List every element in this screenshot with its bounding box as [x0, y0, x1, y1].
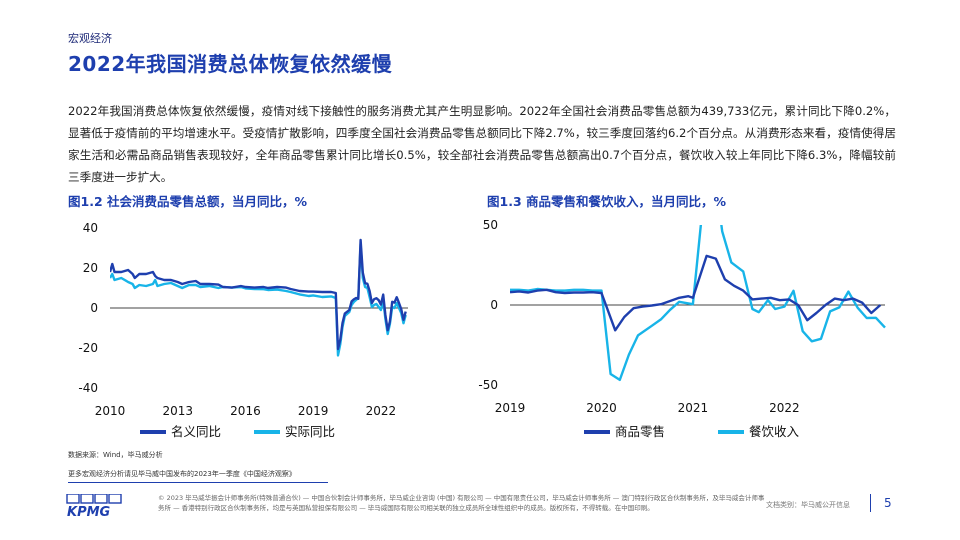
legend-label: 名义同比 — [171, 424, 221, 439]
x-tick-label: 2019 — [298, 404, 329, 418]
legend-label: 餐饮收入 — [749, 424, 800, 439]
y-tick-label: -50 — [478, 378, 498, 392]
kpmg-logo-text: KPMG — [67, 505, 111, 518]
series-line-商品零售 — [510, 254, 882, 332]
body-paragraph: 2022年我国消费总体恢复依然缓慢，疫情对线下接触性的服务消费尤其产生明显影响。… — [68, 104, 896, 184]
page-number-divider — [870, 494, 871, 512]
footer-divider — [68, 482, 328, 483]
x-tick-label: 2010 — [95, 404, 126, 418]
page-title: 2022年我国消费总体恢复依然缓慢 — [68, 52, 393, 76]
more-analysis-link[interactable]: 更多宏观经济分析请见毕马威中国发布的2023年一季度《中国经济观察》 — [68, 470, 296, 478]
legal-notice: © 2023 毕马威华振会计师事务所(特殊普通合伙) — 中国合伙制会计师事务所… — [158, 494, 765, 512]
series-line-实际同比 — [110, 242, 407, 357]
x-tick-label: 2020 — [586, 401, 617, 415]
x-tick-label: 2022 — [769, 401, 800, 415]
kpmg-logo: KPMG — [66, 494, 122, 518]
figure-1-title: 图1.2 社会消费品零售总额，当月同比，% — [68, 194, 308, 209]
y-tick-label: -40 — [78, 381, 98, 395]
page-number: 5 — [884, 496, 892, 510]
section-label: 宏观经济 — [68, 32, 112, 45]
x-tick-label: 2022 — [366, 404, 397, 418]
x-tick-label: 2016 — [230, 404, 261, 418]
legend-label: 商品零售 — [615, 424, 665, 439]
y-tick-label: 0 — [90, 301, 98, 315]
x-tick-label: 2013 — [162, 404, 193, 418]
y-tick-label: 20 — [83, 261, 98, 275]
legend-label: 实际同比 — [285, 424, 335, 439]
series-line-名义同比 — [110, 238, 407, 351]
y-tick-label: 0 — [490, 298, 498, 312]
document-classification: 文档类别：毕马威公开信息 — [766, 501, 850, 509]
x-tick-label: 2021 — [678, 401, 709, 415]
y-tick-label: 40 — [83, 221, 98, 235]
x-tick-label: 2019 — [495, 401, 526, 415]
y-tick-label: -20 — [78, 341, 98, 355]
y-tick-label: 50 — [483, 218, 498, 232]
figure-2-title: 图1.3 商品零售和餐饮收入，当月同比，% — [487, 194, 727, 209]
data-source-note: 数据来源：Wind，毕马威分析 — [68, 451, 163, 459]
series-line-餐饮收入 — [510, 225, 886, 382]
